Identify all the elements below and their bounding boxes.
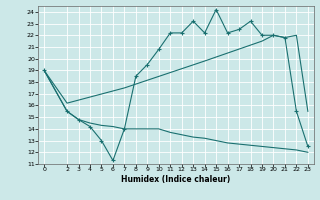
X-axis label: Humidex (Indice chaleur): Humidex (Indice chaleur) <box>121 175 231 184</box>
